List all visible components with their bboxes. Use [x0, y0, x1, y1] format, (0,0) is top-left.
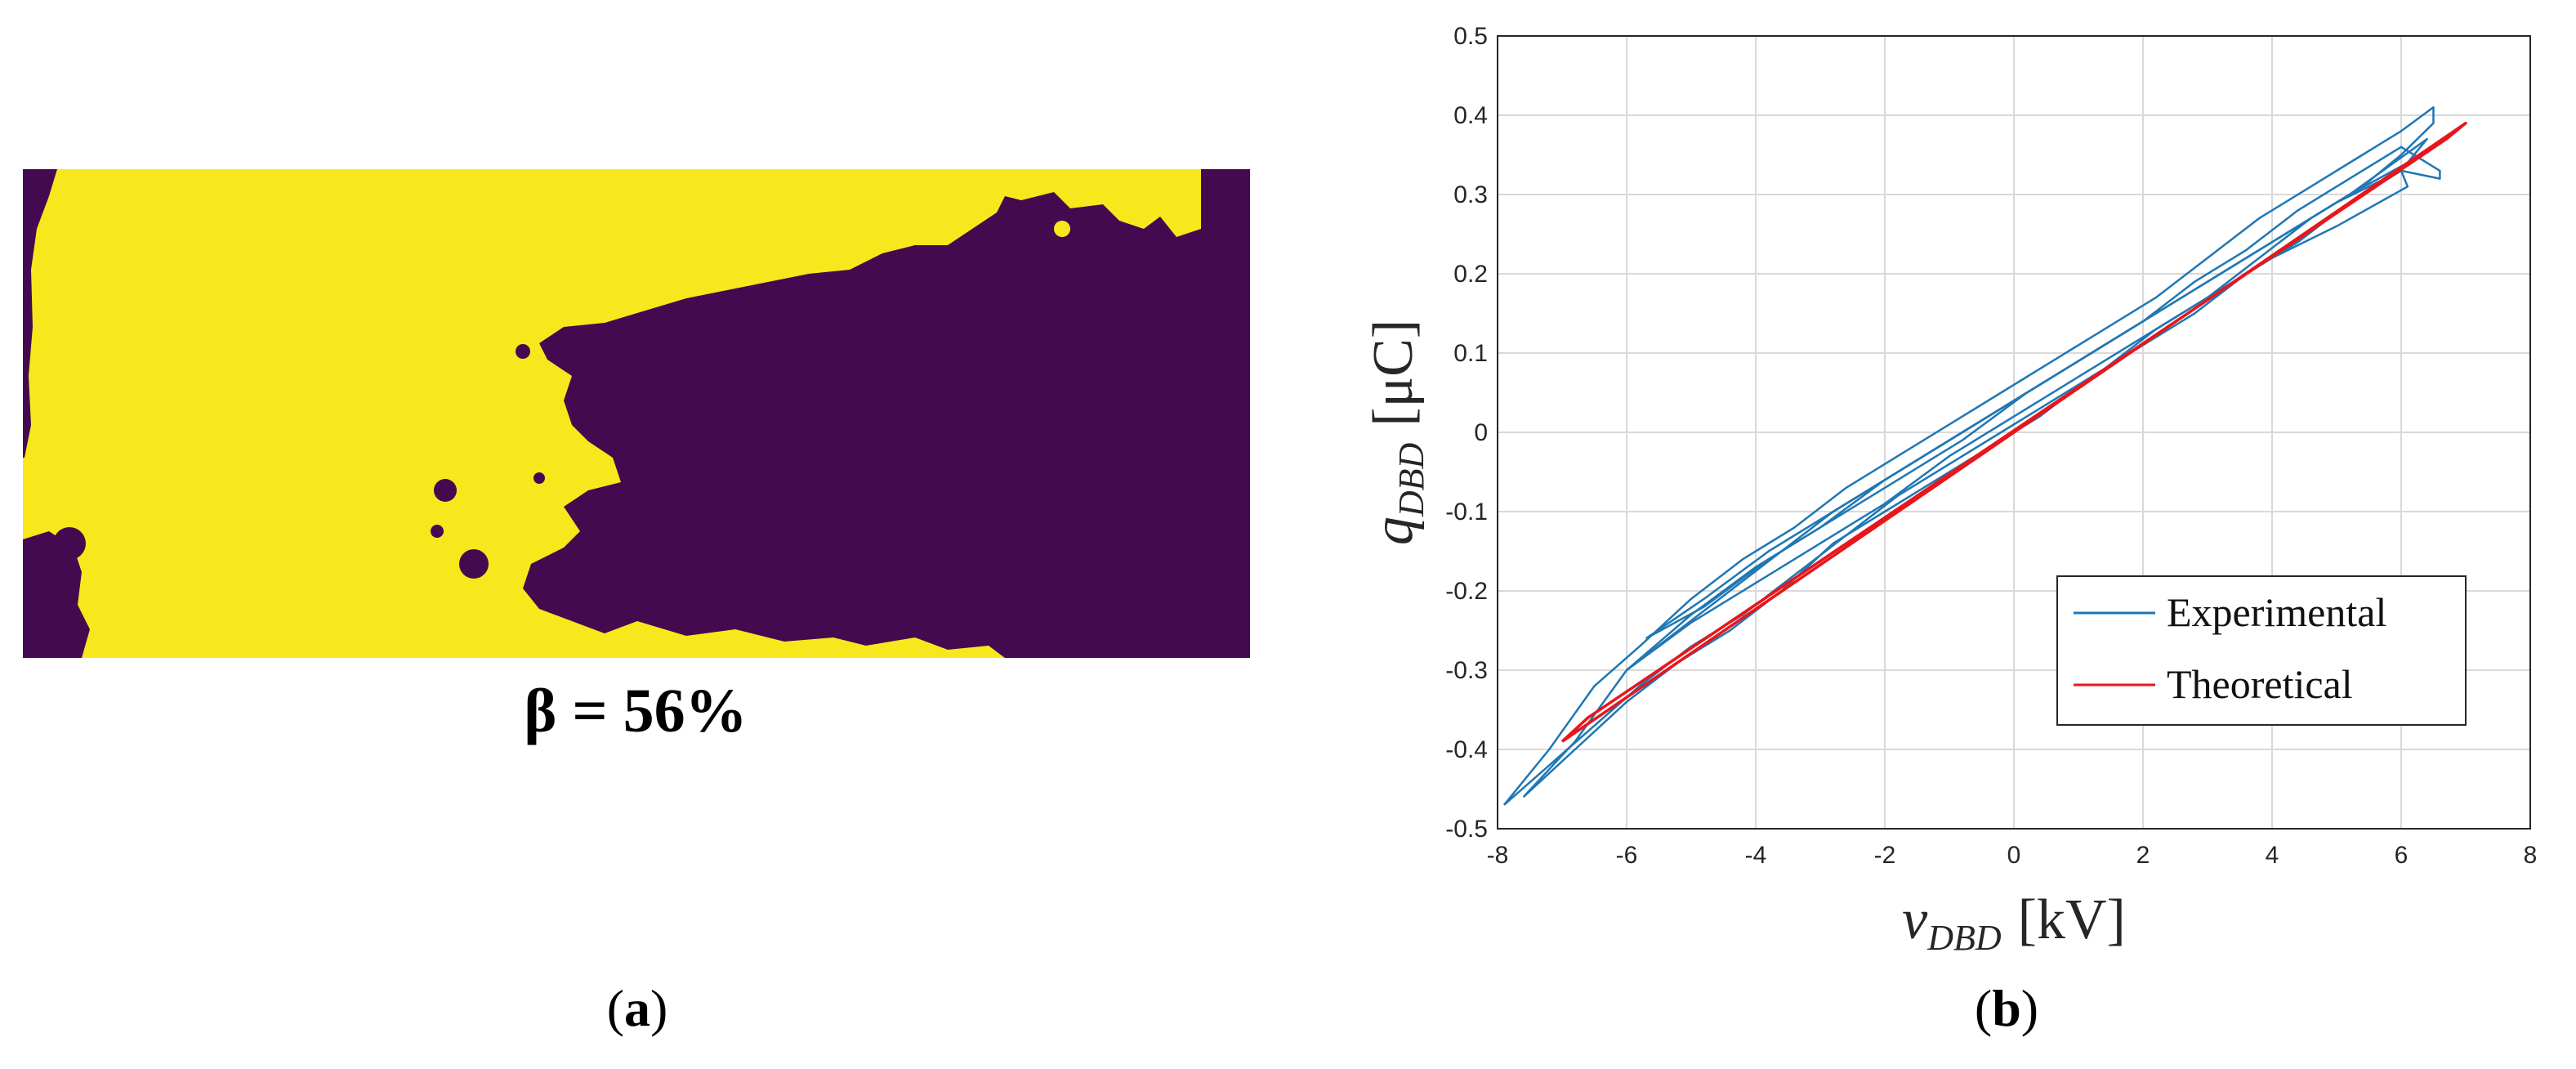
caption-a: (a)	[607, 979, 668, 1037]
x-axis-ticks: -8 -6 -4 -2 0 2 4 6 8	[1487, 842, 2538, 869]
mask-purple-blob	[53, 527, 86, 560]
x-tick-label: 4	[2266, 842, 2279, 869]
legend-label-theoretical: Theoretical	[2167, 661, 2353, 707]
y-tick-label: 0.1	[1453, 340, 1488, 367]
panel-b: -8 -6 -4 -2 0 2 4 6 8 -0.5 -0.4 -0.3 -0.2 -0.1 0 0.1 0.…	[1275, 0, 2576, 1069]
x-tick-label: -8	[1487, 842, 1509, 869]
x-tick-label: 8	[2524, 842, 2538, 869]
y-tick-label: -0.1	[1445, 499, 1488, 526]
y-tick-label: -0.5	[1445, 816, 1488, 843]
caption-b: (b)	[1975, 979, 2038, 1037]
mask-purple-blob	[534, 472, 545, 484]
y-tick-label: 0.3	[1453, 181, 1488, 208]
x-axis-label: vDBD [kV]	[1902, 888, 2126, 958]
y-axis-ticks: -0.5 -0.4 -0.3 -0.2 -0.1 0 0.1 0.2 0.3 0.4 0.5	[1445, 23, 1488, 843]
x-tick-label: -2	[1874, 842, 1896, 869]
mask-purple-region	[523, 169, 1250, 658]
chart-legend: Experimental Theoretical	[2056, 575, 2467, 726]
x-tick-label: 2	[2136, 842, 2150, 869]
mask-purple-blob	[431, 525, 444, 538]
x-tick-label: 6	[2395, 842, 2409, 869]
legend-box	[2056, 575, 2467, 726]
x-tick-label: -6	[1616, 842, 1638, 869]
legend-label-experimental: Experimental	[2167, 589, 2386, 635]
y-tick-label: 0	[1474, 419, 1488, 446]
panel-a: β = 56% (a)	[0, 0, 1275, 1069]
mask-purple-left-bottom	[23, 531, 90, 658]
y-axis-label: qDBD[μC]	[1362, 320, 1431, 545]
y-tick-label: 0.2	[1453, 261, 1488, 288]
series-line-experimental	[1645, 137, 2428, 640]
y-tick-label: 0.5	[1453, 23, 1488, 50]
series-line-theoretical	[1560, 121, 2467, 743]
y-tick-label: -0.2	[1445, 578, 1488, 605]
panel-a-figure: β = 56% (a)	[23, 169, 1250, 1037]
y-tick-label: -0.4	[1445, 736, 1488, 763]
x-tick-label: -4	[1745, 842, 1767, 869]
discharge-mask-image	[23, 169, 1250, 658]
lissajous-chart: -8 -6 -4 -2 0 2 4 6 8 -0.5 -0.4 -0.3 -0.2 -0.1 0 0.1 0.…	[1362, 23, 2538, 1037]
mask-purple-blob	[516, 344, 530, 359]
mask-yellow-blob	[1054, 221, 1070, 237]
plot-frame	[1497, 35, 2531, 830]
mask-purple-blob	[459, 549, 489, 579]
y-tick-label: 0.4	[1453, 102, 1488, 129]
x-tick-label: 0	[2007, 842, 2021, 869]
chart-series	[1502, 106, 2467, 806]
mask-purple-left-strip	[23, 169, 57, 458]
y-tick-label: -0.3	[1445, 657, 1488, 684]
mask-purple-blob	[434, 479, 457, 502]
beta-label: β = 56%	[524, 677, 747, 745]
